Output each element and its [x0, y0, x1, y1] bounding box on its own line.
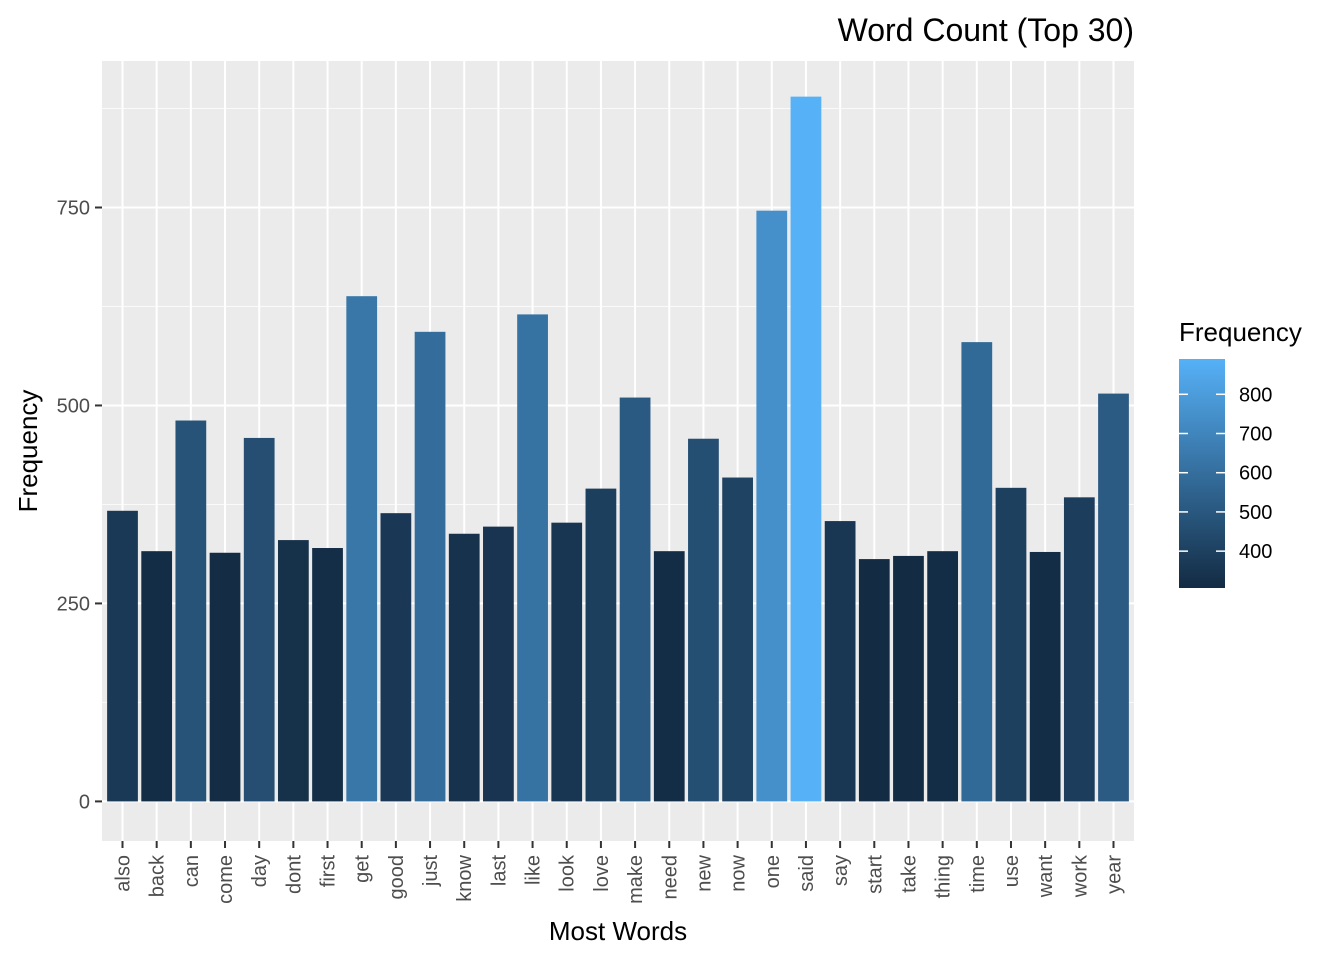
bar-last	[483, 526, 514, 802]
bar-one	[756, 210, 788, 802]
x-tick-label: now	[728, 854, 750, 891]
bar-know	[448, 533, 480, 802]
bar-come	[209, 552, 241, 802]
bar-get	[346, 296, 378, 802]
legend: Frequency 400 500 600 700 800	[1179, 317, 1302, 588]
bar-year	[1098, 393, 1129, 802]
bar-first	[312, 548, 343, 802]
y-axis: 0 250 500 750	[57, 197, 102, 813]
x-tick-label: look	[557, 854, 579, 892]
bar-back	[141, 551, 173, 802]
x-tick-label: know	[454, 854, 476, 901]
legend-title: Frequency	[1179, 317, 1302, 347]
legend-tick-label: 800	[1239, 384, 1272, 406]
x-tick-label: back	[147, 854, 169, 897]
bar-love	[585, 488, 617, 802]
x-tick-label: year	[1103, 855, 1125, 894]
x-tick-label: love	[591, 855, 613, 892]
bar-can	[175, 420, 207, 802]
bar-start	[858, 559, 890, 802]
x-axis: also back can come day dont first get good just kn…	[113, 841, 1125, 904]
bar-look	[551, 522, 583, 802]
x-tick-label: use	[1001, 855, 1023, 887]
bar-said	[790, 96, 822, 802]
x-tick-label: like	[523, 855, 545, 885]
x-tick-label: take	[898, 855, 920, 893]
bar-use	[995, 487, 1027, 802]
bar-take	[893, 555, 924, 802]
bar-dont	[277, 540, 309, 802]
x-tick-label: time	[967, 855, 989, 893]
bar-like	[517, 314, 548, 802]
x-tick-label: good	[386, 855, 408, 900]
bar-thing	[927, 551, 959, 802]
legend-tick-label: 400	[1239, 541, 1272, 563]
legend-ticks: 400 500 600 700 800	[1179, 384, 1272, 563]
bar-time	[961, 342, 993, 802]
x-tick-label: just	[420, 855, 442, 888]
bars	[107, 96, 1129, 802]
legend-tick-label: 500	[1239, 502, 1272, 524]
bar-need	[653, 551, 685, 802]
x-tick-label: make	[625, 855, 647, 904]
bar-say	[824, 521, 856, 802]
y-tick-label: 0	[79, 791, 90, 813]
x-tick-label: work	[1069, 854, 1091, 898]
bar-good	[380, 513, 412, 802]
chart-title: Word Count (Top 30)	[838, 12, 1134, 48]
bar-day	[243, 437, 275, 802]
bar-want	[1029, 551, 1061, 802]
legend-tick-label: 700	[1239, 424, 1272, 446]
x-axis-label: Most Words	[549, 916, 687, 946]
x-tick-label: thing	[933, 855, 955, 898]
x-tick-label: one	[762, 855, 784, 888]
x-tick-label: dont	[283, 855, 305, 894]
x-tick-label: day	[249, 855, 271, 887]
x-tick-label: say	[830, 855, 852, 886]
bar-work	[1063, 497, 1095, 802]
bar-make	[619, 397, 651, 802]
x-tick-label: can	[181, 855, 203, 887]
bar-just	[414, 331, 446, 802]
x-tick-label: need	[659, 855, 681, 900]
y-tick-label: 500	[57, 395, 90, 417]
legend-tick-label: 600	[1239, 463, 1272, 485]
x-tick-label: first	[318, 855, 340, 888]
bar-now	[722, 477, 753, 802]
x-tick-label: said	[796, 855, 818, 892]
x-tick-label: want	[1035, 855, 1057, 899]
y-axis-label: Frequency	[13, 390, 43, 513]
x-tick-label: new	[693, 854, 715, 891]
x-tick-label: also	[113, 855, 135, 892]
x-tick-label: last	[488, 855, 510, 887]
y-tick-label: 750	[57, 197, 90, 219]
x-tick-label: come	[215, 855, 237, 904]
bar-also	[107, 510, 138, 802]
x-tick-label: get	[352, 855, 374, 883]
legend-colorbar	[1179, 359, 1225, 588]
x-tick-label: start	[864, 855, 886, 894]
bar-new	[688, 438, 719, 802]
y-tick-label: 250	[57, 593, 90, 615]
